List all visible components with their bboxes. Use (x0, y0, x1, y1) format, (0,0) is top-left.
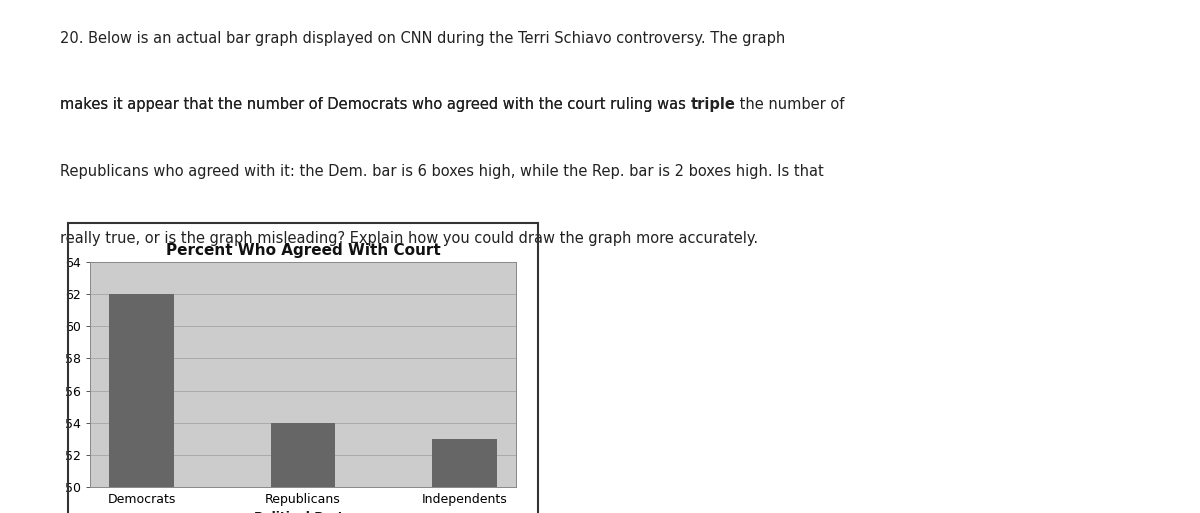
Text: makes it appear that the number of Democrats who agreed with the court ruling wa: makes it appear that the number of Democ… (60, 97, 690, 112)
Bar (432, 439, 497, 487)
X-axis label: Political Party: Political Party (254, 511, 352, 513)
Text: triple: triple (690, 97, 736, 112)
Bar (271, 423, 335, 487)
Bar (109, 294, 174, 487)
Text: really true, or is the graph misleading? Explain how you could draw the graph mo: really true, or is the graph misleading?… (60, 231, 758, 246)
Text: Republicans who agreed with it: the Dem. bar is 6 boxes high, while the Rep. bar: Republicans who agreed with it: the Dem.… (60, 164, 823, 179)
Text: the number of: the number of (736, 97, 845, 112)
Text: makes it appear that the number of Democrats who agreed with the court ruling wa: makes it appear that the number of Democ… (60, 97, 690, 112)
Title: Percent Who Agreed With Court: Percent Who Agreed With Court (166, 243, 440, 258)
Text: 20. Below is an actual bar graph displayed on CNN during the Terri Schiavo contr: 20. Below is an actual bar graph display… (60, 31, 785, 46)
